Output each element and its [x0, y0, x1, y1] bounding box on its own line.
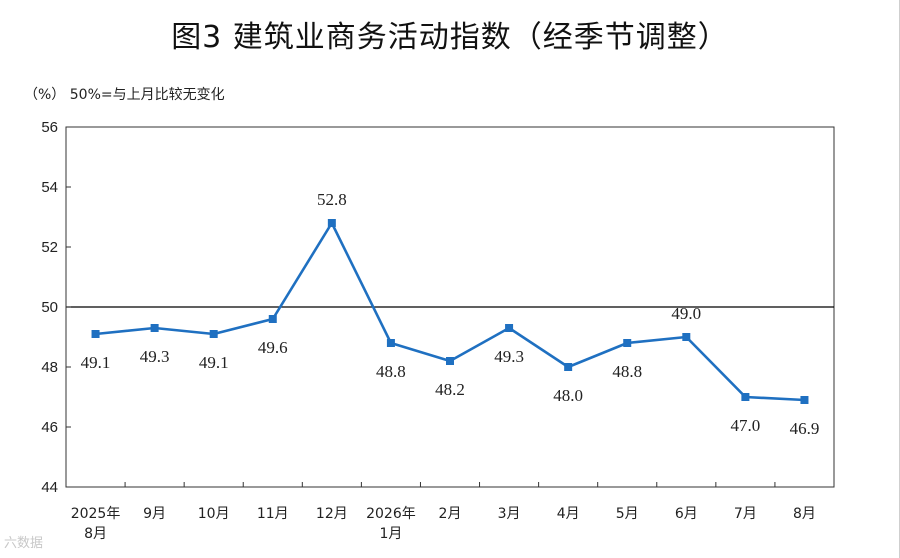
data-label: 49.6: [258, 338, 288, 357]
x-tick-label: 6月: [675, 506, 698, 522]
data-point: [209, 330, 218, 338]
x-tick-label-line: 2025年: [71, 506, 121, 522]
x-tick-label-line: 6月: [675, 506, 698, 522]
x-tick-label: 4月: [557, 506, 580, 522]
data-point: [564, 363, 573, 371]
data-label: 48.2: [435, 380, 465, 399]
data-label: 47.0: [731, 416, 761, 435]
data-label: 49.3: [494, 347, 524, 366]
x-tick-label-line: 3月: [498, 506, 521, 522]
x-tick-label-line: 4月: [557, 506, 580, 522]
x-tick-label: 2025年 8月: [71, 506, 121, 542]
data-label: 48.0: [553, 386, 583, 405]
y-tick-label: 52: [41, 239, 58, 256]
y-tick-label: 56: [41, 119, 58, 136]
data-label: 49.1: [199, 353, 229, 372]
data-point: [327, 219, 336, 227]
x-tick-label: 2月: [439, 506, 462, 522]
plot-area: [65, 126, 835, 488]
y-tick-label: 44: [41, 479, 58, 496]
y-tick-label: 50: [41, 299, 58, 316]
x-tick-label: 12月: [316, 506, 348, 522]
series-layer: [91, 219, 809, 404]
data-label: 49.0: [671, 304, 701, 323]
x-axis: 2025年 8月 9月 10月 11月 12月 2026年 1月 2月 3月 4月 5月 6月 7月 8月: [65, 482, 835, 542]
data-label: 49.1: [81, 353, 111, 372]
x-tick-label-line: 8月: [84, 526, 107, 542]
x-tick-label: 11月: [257, 506, 289, 522]
x-tick-label-line: 9月: [143, 506, 166, 522]
data-point: [800, 396, 809, 404]
data-label: 46.9: [790, 419, 820, 438]
data-label: 48.8: [612, 362, 642, 381]
data-point: [446, 357, 454, 365]
y-tick-label: 54: [41, 179, 58, 196]
x-tick-label-line: 7月: [734, 506, 757, 522]
x-tick-label: 10月: [198, 506, 230, 522]
watermark: 六数据: [4, 536, 44, 551]
x-tick-label: 5月: [616, 506, 639, 522]
data-point: [741, 393, 750, 401]
data-labels: 49.1 49.3 49.1 49.6 52.8 48.8 48.2 49.3 48.0 48.8…: [81, 190, 820, 438]
x-tick-label-line: 8月: [793, 506, 816, 522]
x-tick-label: 2026年 1月: [366, 506, 416, 542]
data-point: [150, 324, 159, 332]
data-point: [505, 324, 514, 332]
chart-title: 图3 建筑业商务活动指数（经季节调整）: [171, 20, 729, 55]
data-label: 52.8: [317, 190, 347, 209]
x-tick-label-line: 1月: [379, 526, 402, 542]
x-tick-label-line: 2026年: [366, 506, 416, 522]
data-label: 49.3: [140, 347, 170, 366]
x-tick-label: 8月: [793, 506, 816, 522]
x-tick-label: 3月: [498, 506, 521, 522]
x-tick-label: 9月: [143, 506, 166, 522]
data-point: [386, 339, 395, 347]
x-tick-label-line: 12月: [316, 506, 348, 522]
data-point: [91, 330, 100, 338]
data-point: [682, 333, 691, 341]
y-tick-label: 46: [41, 419, 58, 436]
data-point: [268, 315, 277, 323]
y-tick-label: 48: [41, 359, 58, 376]
x-tick-label-line: 10月: [198, 506, 230, 522]
data-point: [623, 339, 632, 347]
x-tick-label-line: 5月: [616, 506, 639, 522]
y-axis: 44 46 48 50 52 54 56: [41, 119, 71, 496]
unit-note: （%） 50%=与上月比较无变化: [24, 87, 225, 103]
x-tick-label-line: 11月: [257, 506, 289, 522]
data-label: 48.8: [376, 362, 406, 381]
x-tick-label: 7月: [734, 506, 757, 522]
x-tick-label-line: 2月: [439, 506, 462, 522]
